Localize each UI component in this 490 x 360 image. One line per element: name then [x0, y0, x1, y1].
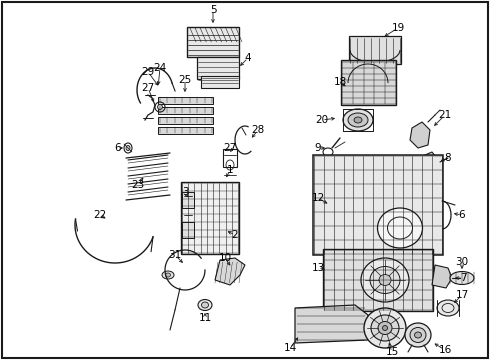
Text: 16: 16	[439, 345, 452, 355]
Ellipse shape	[126, 145, 130, 150]
Text: 1: 1	[227, 165, 233, 175]
Bar	[157, 96, 213, 104]
Ellipse shape	[377, 208, 422, 248]
Text: 5: 5	[210, 5, 216, 15]
Polygon shape	[418, 152, 440, 172]
Bar	[341, 59, 395, 104]
Ellipse shape	[364, 308, 406, 348]
Polygon shape	[432, 265, 452, 288]
Bar	[182, 222, 194, 238]
Bar	[181, 182, 239, 254]
Ellipse shape	[157, 104, 163, 109]
Text: 27: 27	[223, 143, 237, 153]
Text: 23: 23	[131, 180, 145, 190]
Ellipse shape	[405, 323, 431, 347]
Text: 15: 15	[385, 347, 399, 357]
Ellipse shape	[415, 332, 421, 338]
Ellipse shape	[437, 300, 459, 316]
Bar	[157, 107, 213, 113]
Text: 24: 24	[153, 63, 167, 73]
Text: 11: 11	[198, 313, 212, 323]
Ellipse shape	[378, 321, 392, 334]
Polygon shape	[215, 258, 245, 285]
Text: 6: 6	[115, 143, 122, 153]
Ellipse shape	[162, 271, 174, 279]
Polygon shape	[410, 122, 430, 148]
Bar	[187, 27, 239, 57]
Text: 2: 2	[232, 230, 238, 240]
Text: 30: 30	[455, 257, 468, 267]
Text: 25: 25	[178, 75, 192, 85]
Text: 28: 28	[251, 125, 265, 135]
Text: 3: 3	[182, 187, 188, 197]
Ellipse shape	[354, 117, 362, 123]
Ellipse shape	[348, 113, 368, 127]
Ellipse shape	[379, 274, 391, 285]
Ellipse shape	[450, 271, 474, 284]
Bar	[182, 192, 194, 208]
Polygon shape	[295, 305, 368, 343]
Bar	[343, 109, 373, 131]
Text: 6: 6	[459, 210, 466, 220]
Ellipse shape	[370, 266, 400, 293]
Bar	[313, 155, 443, 255]
Text: 12: 12	[311, 193, 325, 203]
Text: 4: 4	[245, 53, 251, 63]
Text: 17: 17	[455, 290, 468, 300]
Bar	[157, 126, 213, 134]
Ellipse shape	[371, 315, 399, 341]
Ellipse shape	[166, 273, 171, 277]
Text: 21: 21	[439, 110, 452, 120]
Bar	[157, 117, 213, 123]
Text: 27: 27	[142, 83, 155, 93]
Text: 29: 29	[142, 67, 155, 77]
Bar	[349, 36, 401, 64]
Text: 31: 31	[169, 250, 182, 260]
Text: 7: 7	[460, 273, 466, 283]
Bar	[323, 249, 433, 311]
Text: 13: 13	[311, 263, 325, 273]
Text: 10: 10	[219, 253, 232, 263]
Ellipse shape	[383, 325, 388, 330]
Ellipse shape	[361, 258, 409, 302]
Text: 8: 8	[445, 153, 451, 163]
Text: 9: 9	[315, 143, 321, 153]
Text: 22: 22	[94, 210, 107, 220]
Text: 14: 14	[283, 343, 296, 353]
Bar	[201, 76, 239, 88]
Ellipse shape	[201, 302, 209, 308]
Ellipse shape	[198, 300, 212, 310]
Bar	[223, 149, 237, 167]
Text: 18: 18	[333, 77, 346, 87]
Bar	[197, 57, 239, 79]
Text: 20: 20	[316, 115, 329, 125]
Ellipse shape	[343, 109, 373, 131]
Text: 19: 19	[392, 23, 405, 33]
Ellipse shape	[410, 328, 426, 342]
